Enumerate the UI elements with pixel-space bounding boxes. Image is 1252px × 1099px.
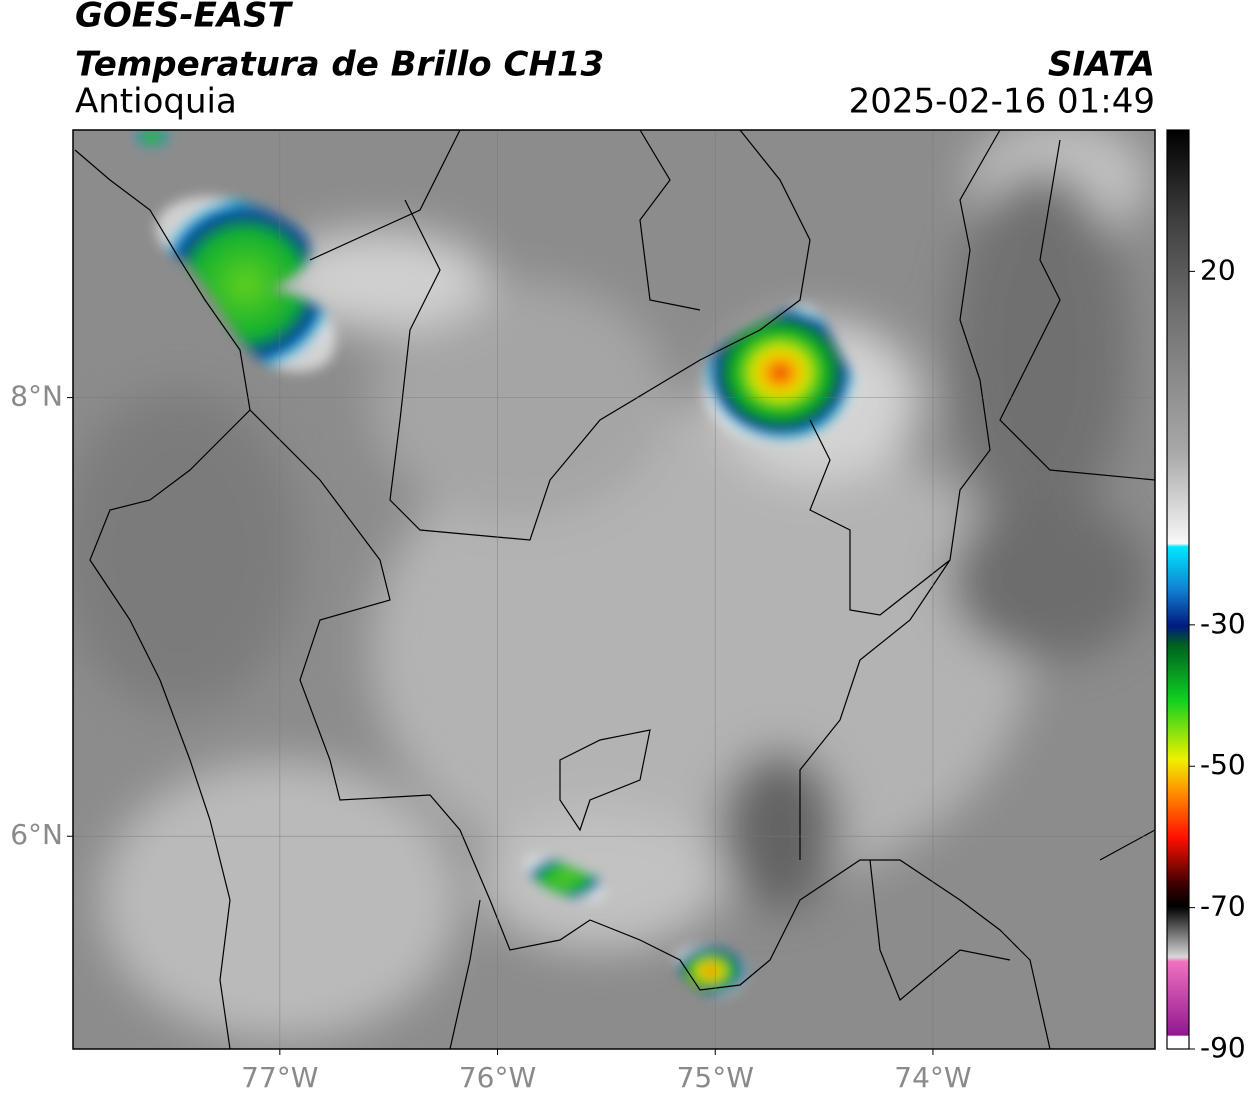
colorbar-tick-label: -50 [1200, 748, 1246, 781]
title: GOES-EAST [75, 0, 294, 36]
x-tick-label: 77°W [241, 1061, 318, 1094]
subtitle: Temperatura de Brillo CH13 [75, 45, 604, 85]
map-image [73, 130, 1155, 1049]
colorbar-tick-label: -90 [1200, 1031, 1246, 1064]
region: Antioquia [75, 82, 237, 122]
colorbar-tick-label: -30 [1200, 607, 1246, 640]
x-tick-label: 75°W [677, 1061, 754, 1094]
colorbar-tick-label: 20 [1200, 253, 1236, 286]
x-tick-label: 76°W [459, 1061, 536, 1094]
colorbar [1166, 129, 1190, 1050]
colorbar-ticks: 20 -30 -50 -70 -90 [1189, 253, 1246, 1064]
timestamp: 2025-02-16 01:49 [849, 82, 1155, 122]
graticule: 77°W 76°W 75°W 74°W 6°N 8°N [10, 130, 1155, 1094]
y-tick-label: 8°N [10, 380, 63, 413]
colorbar-tick-label: -70 [1200, 890, 1246, 923]
y-tick-label: 6°N [10, 818, 63, 851]
x-tick-label: 74°W [894, 1061, 971, 1094]
map-frame [72, 129, 1156, 1050]
source: SIATA [1048, 45, 1155, 85]
